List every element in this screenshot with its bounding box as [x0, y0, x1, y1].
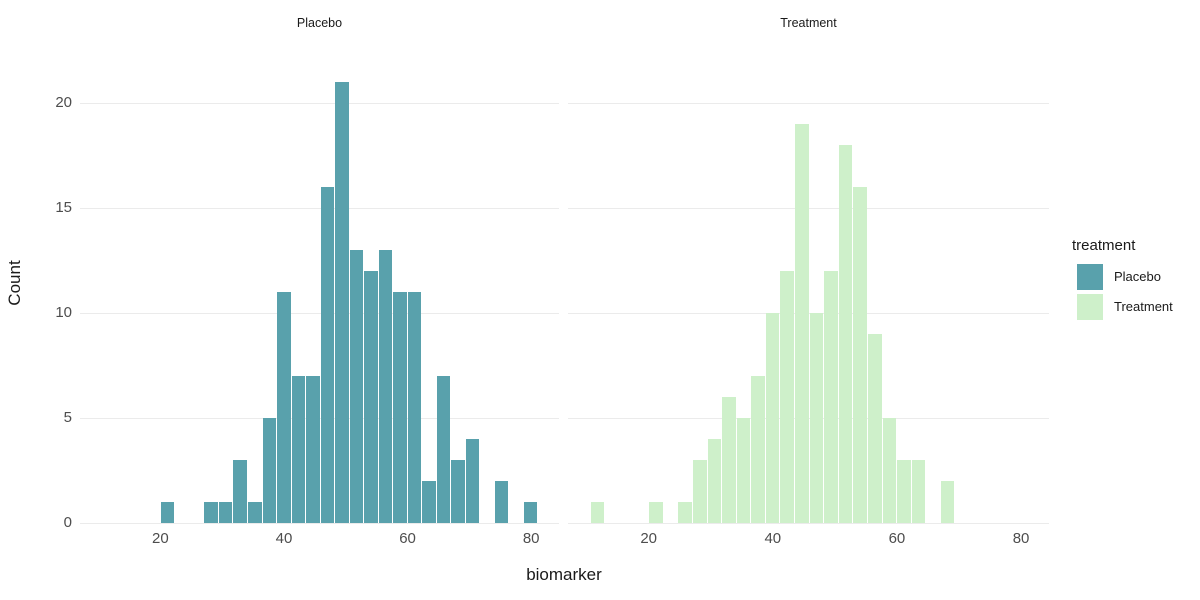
y-tick-label: 15 — [28, 199, 72, 217]
histogram-bar — [649, 502, 663, 523]
panel-treatment — [568, 60, 1049, 528]
gridline-y-20 — [568, 103, 1049, 104]
histogram-bar — [233, 460, 247, 523]
histogram-bar — [524, 502, 538, 523]
histogram-bar — [839, 145, 853, 523]
histogram-bar — [853, 187, 867, 523]
legend-item-placebo: Placebo — [1072, 264, 1198, 290]
histogram-bar — [422, 481, 436, 523]
x-tick-label: 20 — [138, 530, 182, 547]
histogram-bar — [248, 502, 262, 523]
histogram-bar — [795, 124, 809, 523]
legend-swatch-placebo-icon — [1077, 264, 1103, 290]
legend-label-treatment: Treatment — [1114, 294, 1173, 320]
legend-title: treatment — [1072, 237, 1198, 254]
x-tick-label: 40 — [262, 530, 306, 547]
histogram-bar — [204, 502, 218, 523]
histogram-bar — [591, 502, 605, 523]
legend-item-treatment: Treatment — [1072, 294, 1198, 320]
histogram-bar — [737, 418, 751, 523]
x-tick-label: 80 — [999, 530, 1043, 547]
x-tick-label: 20 — [627, 530, 671, 547]
histogram-bar — [766, 313, 780, 523]
histogram-bar — [751, 376, 765, 523]
histogram-bar — [897, 460, 911, 523]
histogram-bar — [263, 418, 277, 523]
y-tick-label: 10 — [28, 304, 72, 322]
histogram-bar — [161, 502, 175, 523]
x-tick-label: 40 — [751, 530, 795, 547]
histogram-bar — [780, 271, 794, 523]
histogram-bar — [379, 250, 393, 523]
legend: treatment Placebo Treatment — [1072, 237, 1198, 324]
x-axis-title: biomarker — [464, 565, 664, 585]
y-tick-label: 0 — [28, 514, 72, 532]
histogram-bar — [350, 250, 364, 523]
gridline-y-20 — [80, 103, 559, 104]
histogram-bar — [451, 460, 465, 523]
histogram-bar — [466, 439, 480, 523]
gridline-y-0 — [568, 523, 1049, 524]
histogram-bar — [219, 502, 233, 523]
x-tick-label: 60 — [875, 530, 919, 547]
facet-title-treatment: Treatment — [568, 15, 1049, 31]
histogram-bar — [912, 460, 926, 523]
histogram-bar — [277, 292, 291, 523]
x-tick-label: 60 — [386, 530, 430, 547]
histogram-bar — [810, 313, 824, 523]
histogram-bar — [306, 376, 320, 523]
histogram-bar — [678, 502, 692, 523]
histogram-bar — [364, 271, 378, 523]
histogram-bar — [321, 187, 335, 523]
gridline-y-15 — [80, 208, 559, 209]
histogram-bar — [408, 292, 422, 523]
histogram-bar — [693, 460, 707, 523]
histogram-bar — [708, 439, 722, 523]
histogram-bar — [495, 481, 509, 523]
panel-placebo — [80, 60, 559, 528]
histogram-bar — [941, 481, 955, 523]
gridline-y-10 — [80, 313, 559, 314]
x-tick-label: 80 — [509, 530, 553, 547]
histogram-bar — [883, 418, 897, 523]
y-axis-title: Count — [5, 223, 29, 343]
histogram-bar — [393, 292, 407, 523]
histogram-bar — [437, 376, 451, 523]
histogram-bar — [292, 376, 306, 523]
histogram-bar — [335, 82, 349, 523]
facet-title-placebo: Placebo — [80, 15, 559, 31]
y-tick-label: 20 — [28, 94, 72, 112]
histogram-bar — [868, 334, 882, 523]
histogram-bar — [824, 271, 838, 523]
y-tick-label: 5 — [28, 409, 72, 427]
legend-label-placebo: Placebo — [1114, 264, 1161, 290]
gridline-y-0 — [80, 523, 559, 524]
histogram-bar — [722, 397, 736, 523]
faceted-histogram-chart: Placebo Treatment 20 40 60 80 20 40 60 80 0 5 10 15… — [0, 0, 1200, 600]
legend-swatch-treatment-icon — [1077, 294, 1103, 320]
